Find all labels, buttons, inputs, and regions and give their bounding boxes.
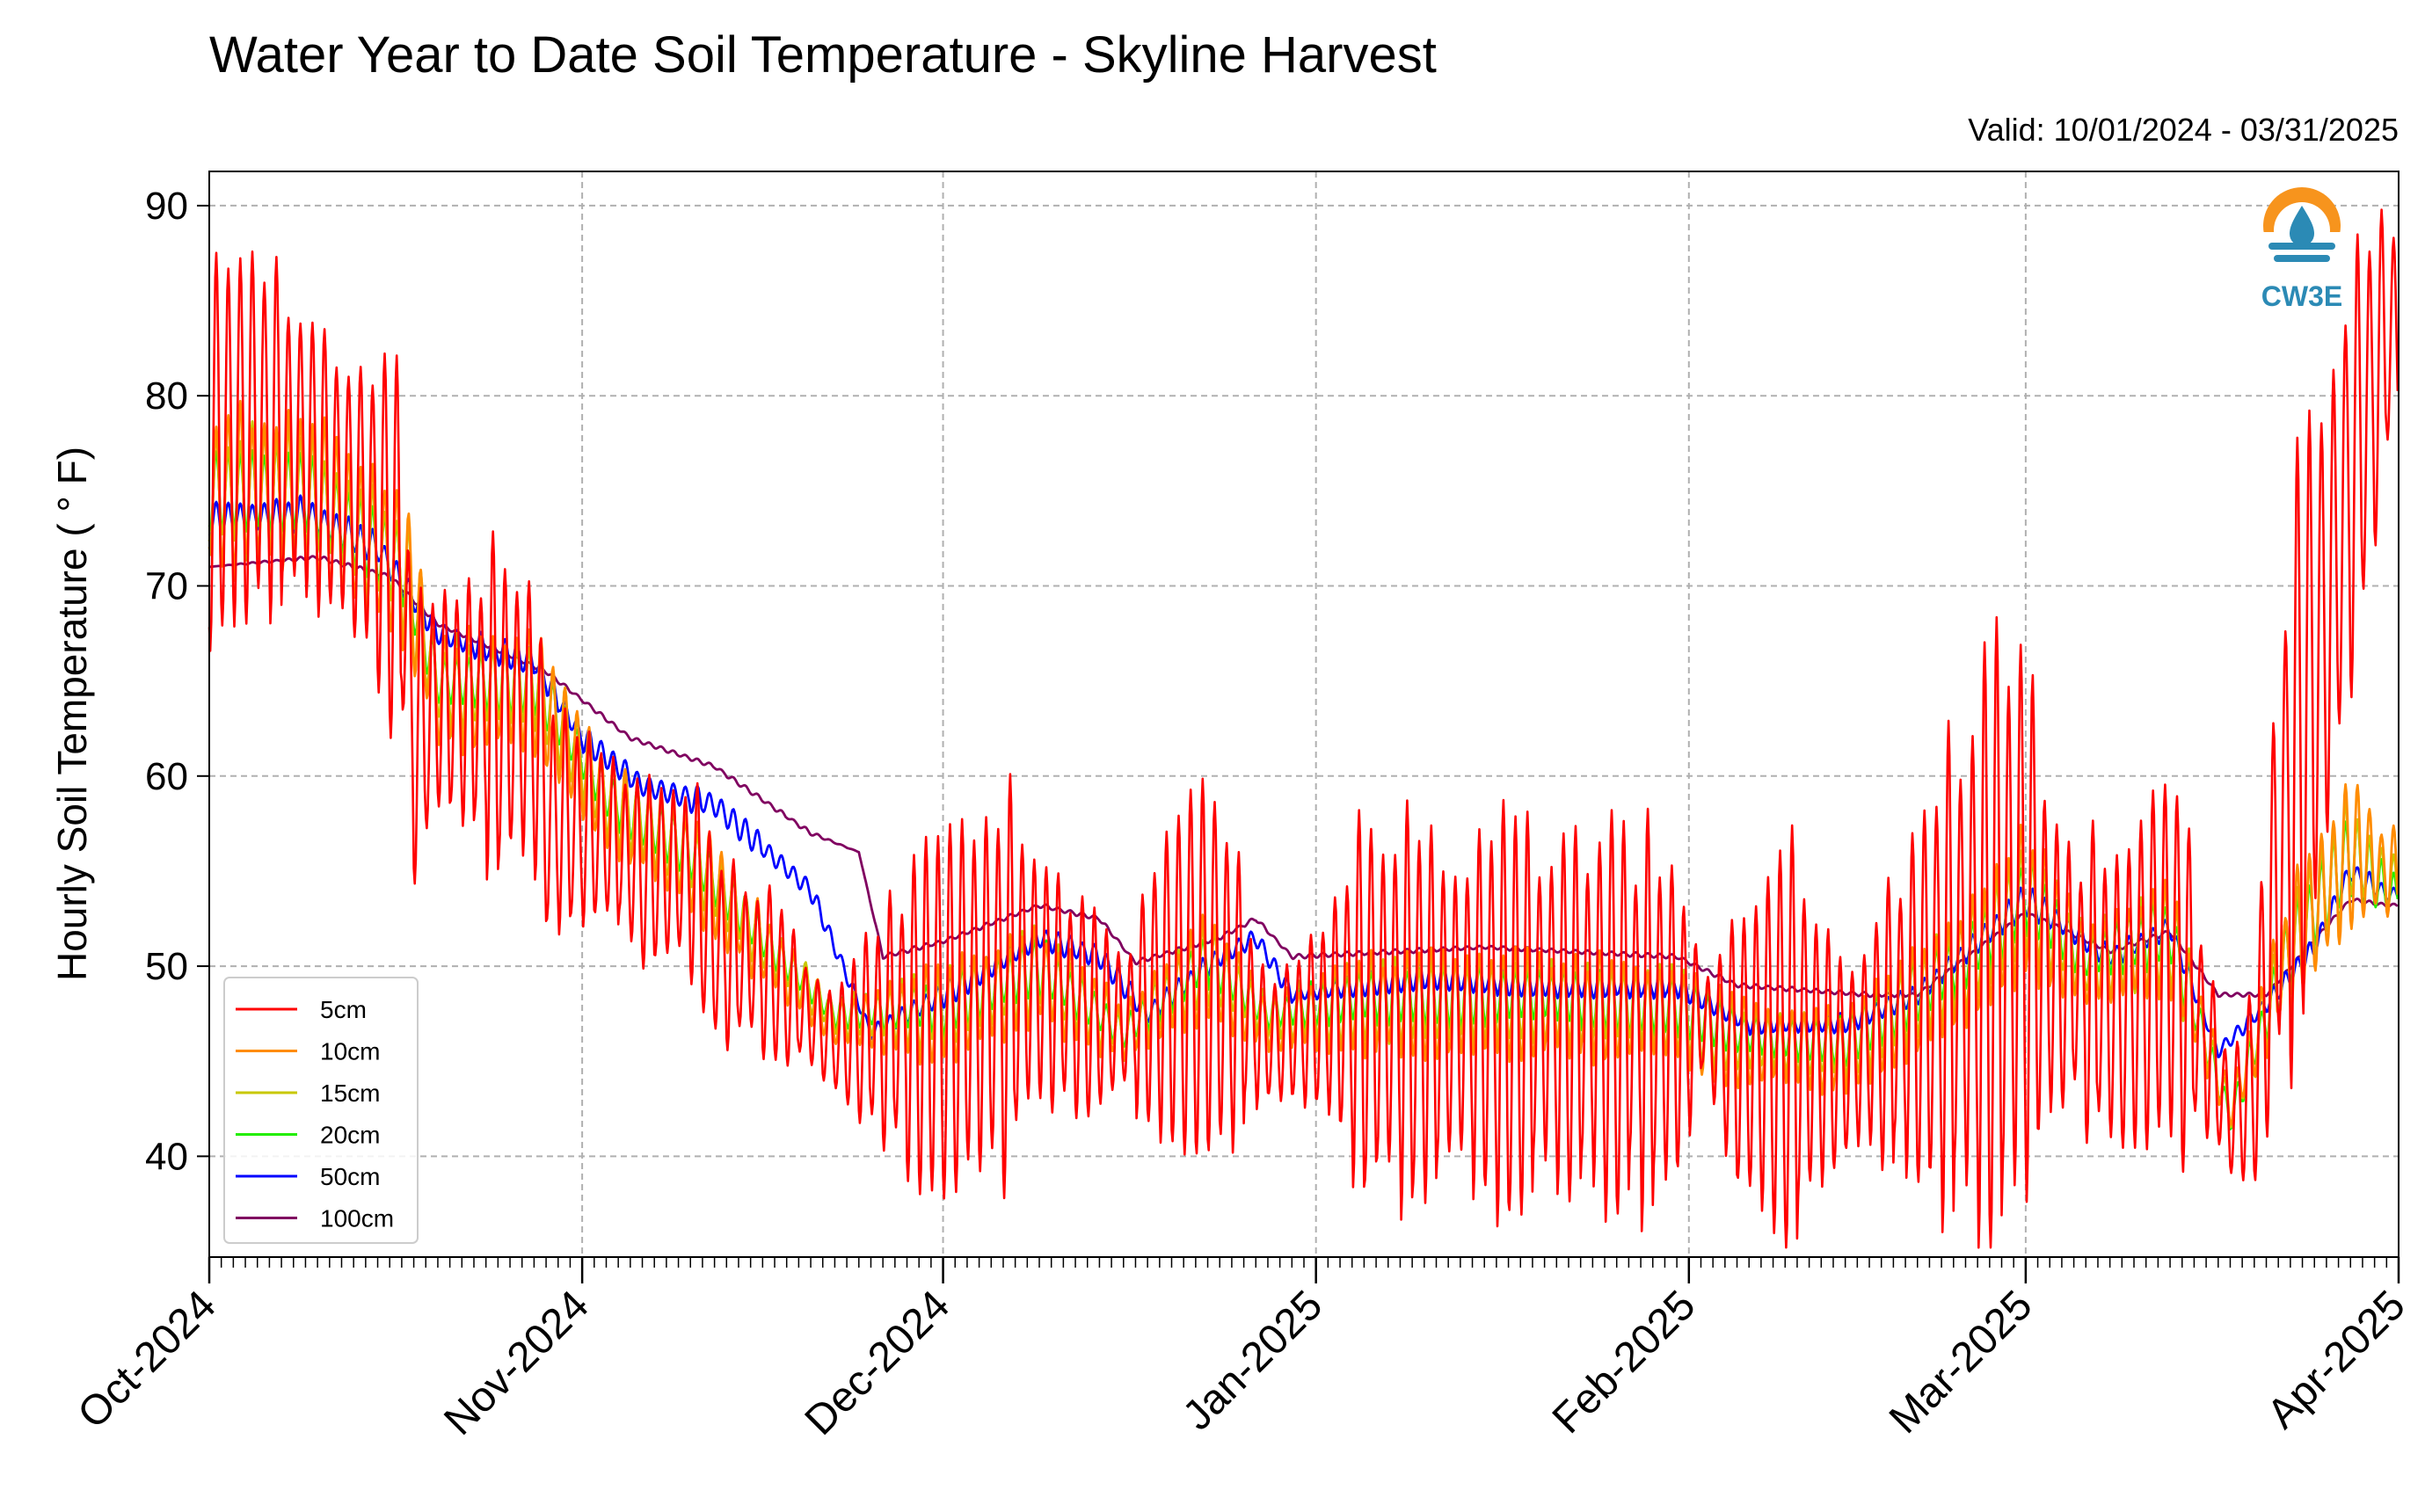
legend-label-100cm: 100cm [320,1205,394,1232]
series-line-5cm [208,208,2400,1249]
y-axis: 40 50 60 70 80 90 [145,185,209,1178]
legend-label-50cm: 50cm [320,1163,380,1190]
y-tick-label: 80 [145,374,188,418]
logo-drop-icon [2290,206,2314,246]
cw3e-logo: CW3E [2261,187,2342,312]
legend-label-20cm: 20cm [320,1122,380,1149]
legend: 5cm 10cm 15cm 20cm 50cm 100cm [223,977,419,1244]
series-line-10cm [208,399,2400,1126]
series-lines [208,208,2400,1249]
y-tick-label: 40 [145,1135,188,1178]
y-axis-label: Hourly Soil Temperature ( ° F) [49,447,95,981]
legend-label-10cm: 10cm [320,1038,380,1065]
series-line-100cm [208,555,2399,999]
valid-date-range: Valid: 10/01/2024 - 03/31/2025 [1968,112,2399,148]
legend-label-15cm: 15cm [320,1079,380,1107]
logo-wave-1 [2268,243,2335,250]
y-tick-label: 90 [145,185,188,228]
legend-label-5cm: 5cm [320,996,367,1023]
y-tick-label: 50 [145,945,188,988]
y-tick-label: 70 [145,565,188,608]
y-tick-label: 60 [145,755,188,798]
series-line-50cm [208,494,2400,1058]
chart-title: Water Year to Date Soil Temperature - Sk… [209,26,1437,84]
logo-text: CW3E [2261,280,2342,312]
logo-wave-2 [2274,255,2330,262]
